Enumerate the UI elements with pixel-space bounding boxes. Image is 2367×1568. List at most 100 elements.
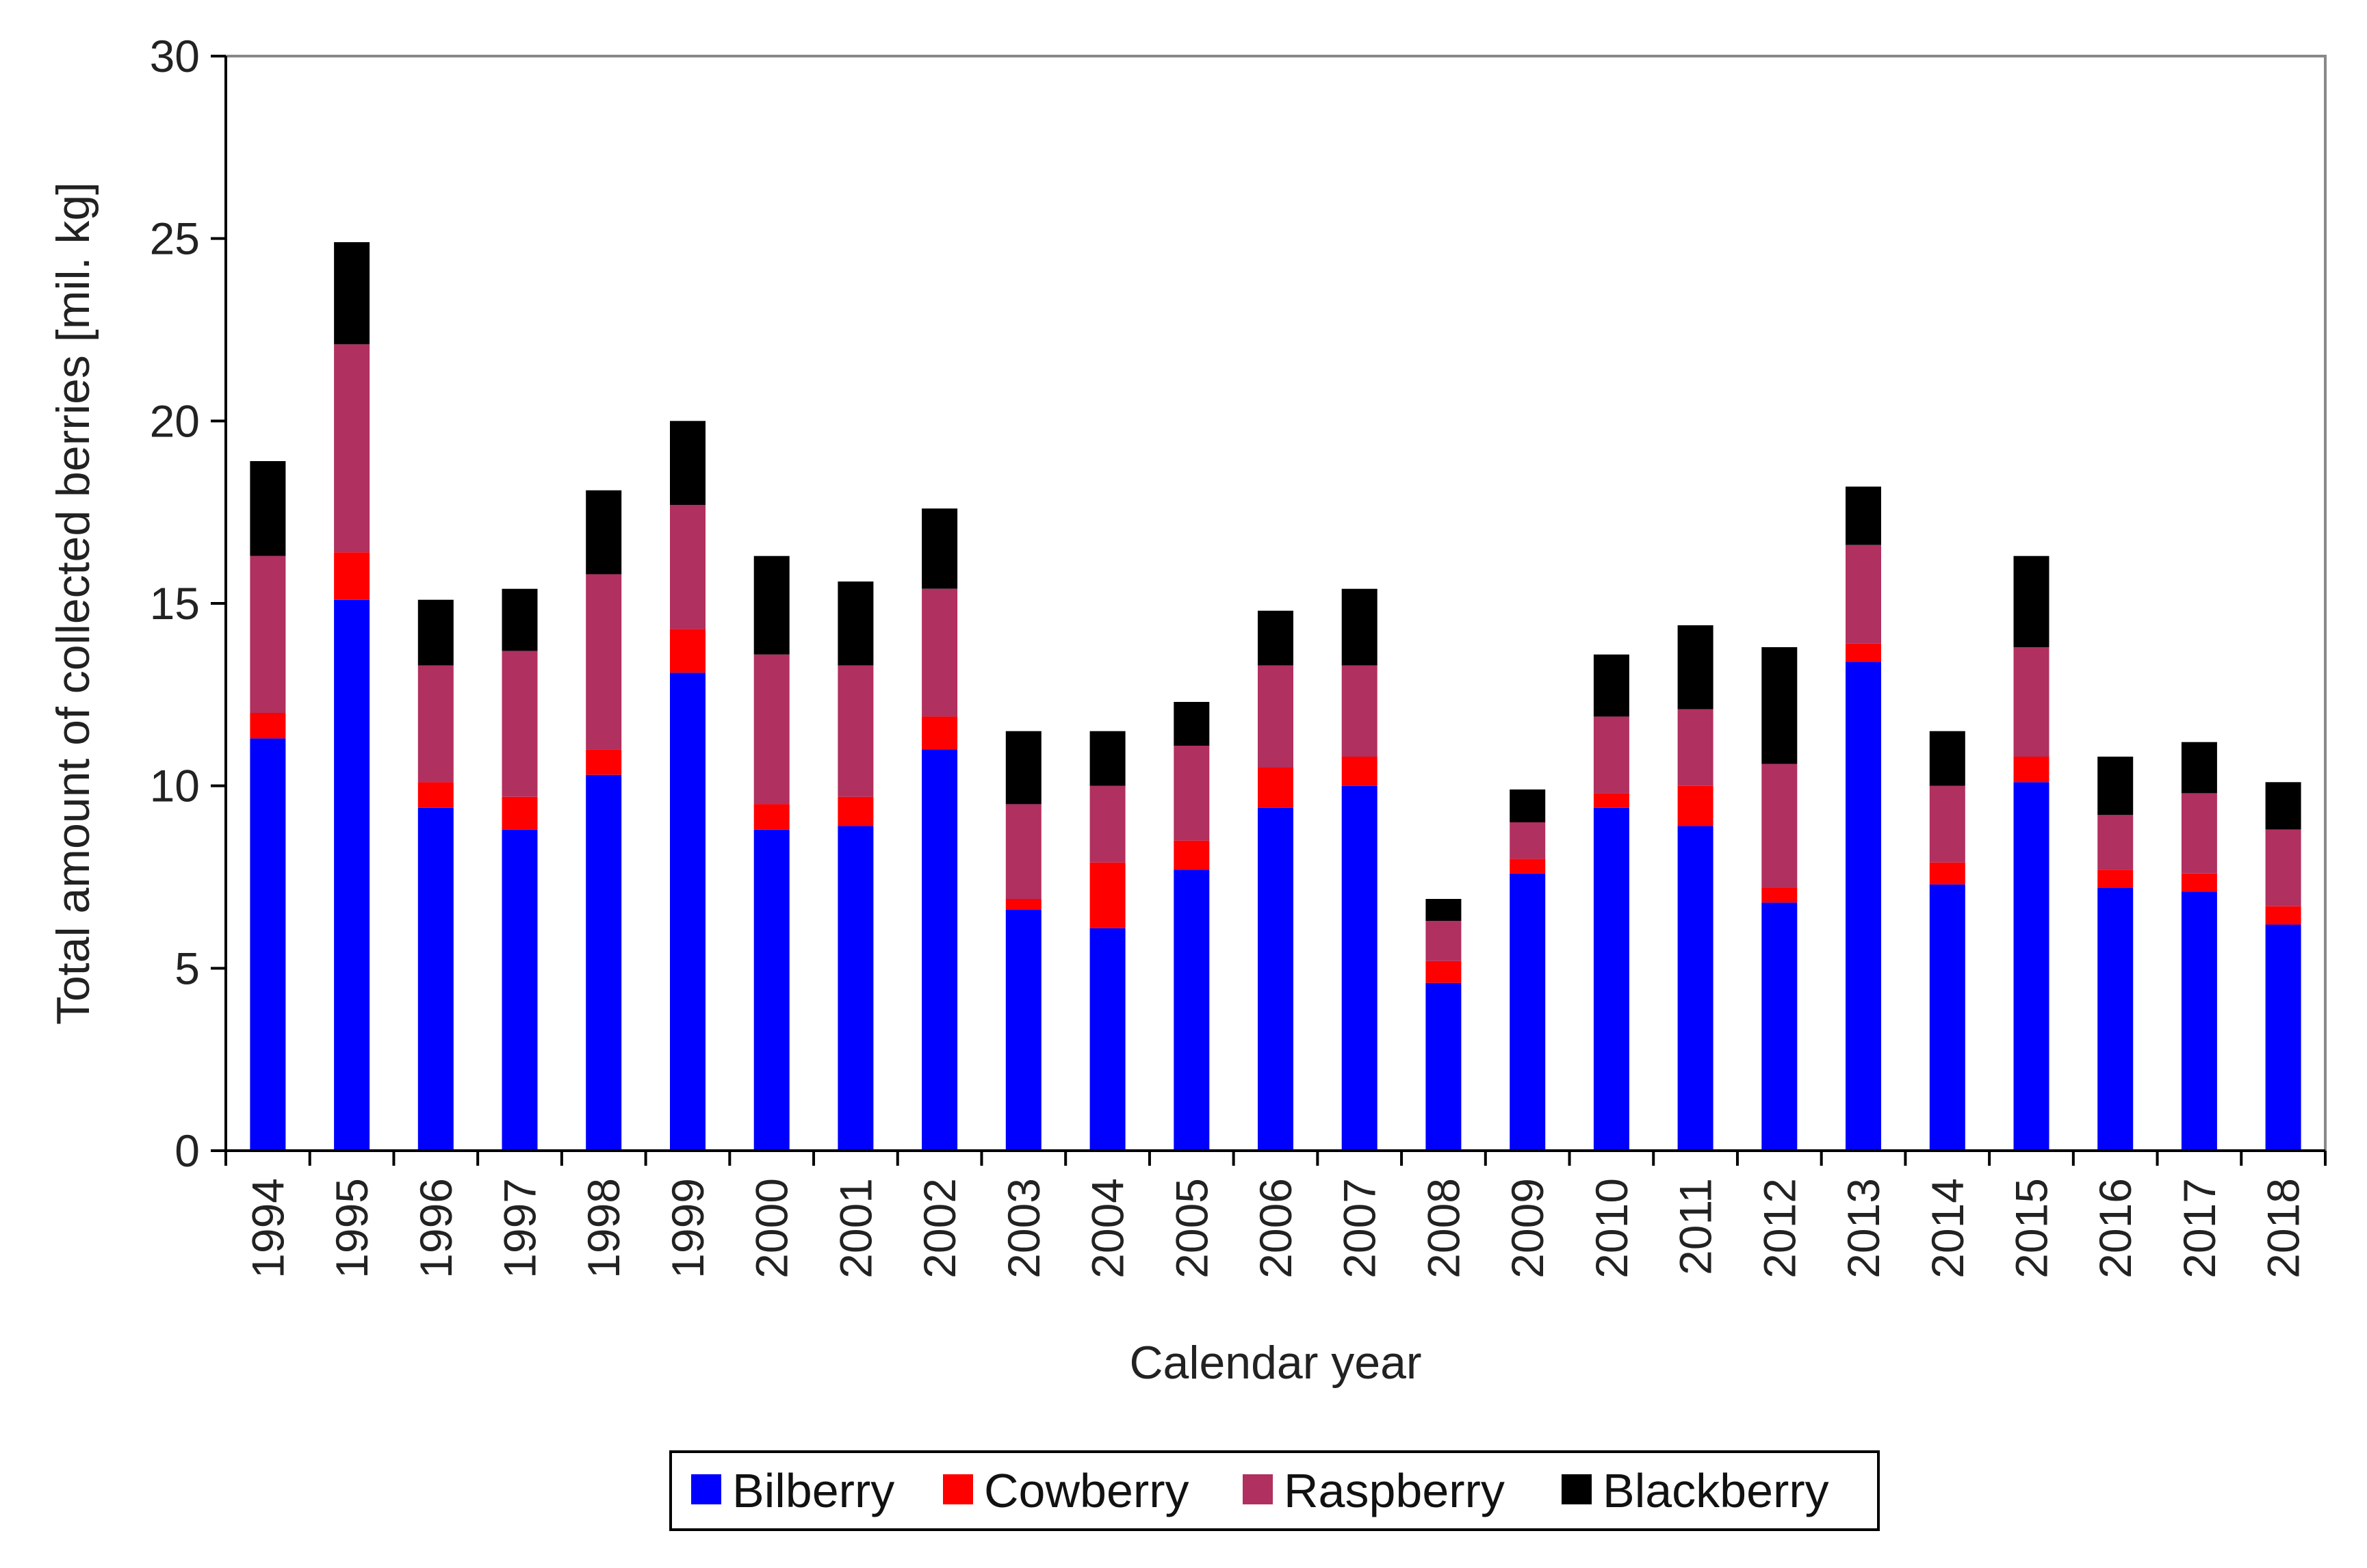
bar-cowberry-2017 (2181, 873, 2217, 892)
x-tick-label-2016: 2016 (2090, 1178, 2140, 1279)
bar-cowberry-1999 (670, 629, 706, 673)
bar-cowberry-2006 (1258, 768, 1293, 808)
bar-raspberry-2018 (2265, 829, 2301, 906)
x-tick-label-2017: 2017 (2174, 1178, 2225, 1279)
bar-cowberry-1996 (417, 782, 454, 808)
y-tick-label-30: 30 (150, 31, 200, 81)
x-tick-label-1996: 1996 (411, 1178, 461, 1279)
bar-raspberry-2013 (1846, 545, 1881, 644)
bar-blackberry-2006 (1258, 610, 1293, 666)
bar-bilberry-2007 (1341, 785, 1377, 1151)
x-tick-label-1998: 1998 (578, 1178, 629, 1279)
legend-label-blackberry: Blackberry (1603, 1464, 1829, 1517)
bar-raspberry-2000 (753, 654, 790, 805)
legend-frame (669, 1450, 1880, 1531)
x-tick-label-2014: 2014 (1922, 1178, 1973, 1279)
bar-blackberry-1996 (417, 599, 454, 666)
bar-blackberry-2015 (2013, 556, 2049, 647)
bar-blackberry-2002 (922, 508, 958, 589)
bar-cowberry-2013 (1846, 643, 1881, 662)
x-tick-label-2015: 2015 (2006, 1178, 2057, 1279)
bar-raspberry-2003 (1005, 804, 1042, 899)
bar-raspberry-2014 (1929, 785, 1965, 863)
bar-blackberry-1994 (250, 461, 286, 556)
bar-bilberry-2018 (2265, 924, 2301, 1151)
bar-raspberry-1995 (334, 344, 370, 553)
x-tick-label-2013: 2013 (1838, 1178, 1889, 1279)
bar-raspberry-2016 (2097, 815, 2134, 870)
bar-raspberry-2010 (1593, 716, 1629, 794)
y-tick-labels: 0 5 10 15 20 25 30 (150, 31, 200, 1176)
bar-cowberry-1994 (250, 713, 286, 739)
bar-blackberry-2009 (1510, 789, 1546, 822)
x-tick-label-2010: 2010 (1586, 1178, 1637, 1279)
bar-raspberry-2009 (1510, 822, 1546, 859)
bar-bilberry-2000 (753, 829, 790, 1151)
x-tick-label-2009: 2009 (1502, 1178, 1553, 1279)
bar-raspberry-2001 (838, 665, 874, 797)
x-tick-label-2000: 2000 (747, 1178, 797, 1279)
bar-bilberry-2001 (838, 826, 874, 1151)
bars-layer (250, 242, 2301, 1151)
bar-bilberry-2005 (1174, 870, 1210, 1151)
x-tick-label-1994: 1994 (242, 1178, 293, 1279)
bar-cowberry-2002 (922, 716, 958, 750)
bar-blackberry-2003 (1005, 731, 1042, 805)
x-tick-label-2011: 2011 (1670, 1178, 1721, 1275)
bar-raspberry-2012 (1761, 763, 1798, 888)
bar-raspberry-2007 (1341, 665, 1377, 757)
y-tick-label-0: 0 (174, 1125, 200, 1176)
bar-raspberry-1997 (502, 651, 538, 797)
y-tick-label-15: 15 (150, 578, 200, 629)
y-tick-label-10: 10 (150, 761, 200, 811)
y-tick-label-20: 20 (150, 395, 200, 446)
x-tick-label-1997: 1997 (495, 1178, 545, 1279)
bar-bilberry-2015 (2013, 782, 2049, 1151)
bar-raspberry-1999 (670, 505, 706, 629)
bar-raspberry-1996 (417, 665, 454, 783)
bar-blackberry-2016 (2097, 757, 2134, 815)
bar-bilberry-2014 (1929, 884, 1965, 1151)
bar-blackberry-1995 (334, 242, 370, 345)
bar-cowberry-2001 (838, 796, 874, 826)
bar-raspberry-2006 (1258, 665, 1293, 768)
legend-swatch-raspberry (1243, 1474, 1273, 1504)
bar-blackberry-2012 (1761, 647, 1798, 764)
bar-bilberry-1995 (334, 599, 370, 1151)
bar-cowberry-2007 (1341, 757, 1377, 786)
legend-label-cowberry: Cowberry (984, 1464, 1189, 1517)
bar-cowberry-2016 (2097, 870, 2134, 888)
bar-blackberry-2008 (1425, 899, 1462, 921)
bar-cowberry-2003 (1005, 899, 1042, 910)
legend-label-raspberry: Raspberry (1284, 1464, 1505, 1517)
bar-bilberry-1996 (417, 807, 454, 1151)
bar-bilberry-2011 (1677, 826, 1713, 1151)
bar-raspberry-1998 (586, 574, 622, 750)
bar-cowberry-1995 (334, 552, 370, 600)
bar-cowberry-2009 (1510, 859, 1546, 874)
x-tick-label-2002: 2002 (914, 1178, 965, 1279)
bar-bilberry-2002 (922, 749, 958, 1151)
bar-blackberry-1998 (586, 490, 622, 575)
bar-blackberry-2005 (1174, 702, 1210, 746)
bar-blackberry-2001 (838, 582, 874, 666)
x-tick-label-2005: 2005 (1166, 1178, 1217, 1279)
bar-bilberry-2016 (2097, 888, 2134, 1151)
bar-cowberry-2015 (2013, 757, 2049, 783)
legend-swatch-bilberry (691, 1474, 721, 1504)
bar-blackberry-2018 (2265, 782, 2301, 830)
bar-cowberry-2004 (1089, 862, 1126, 928)
bar-raspberry-2011 (1677, 709, 1713, 786)
bar-bilberry-2010 (1593, 807, 1629, 1151)
bar-blackberry-2011 (1677, 625, 1713, 709)
bar-cowberry-2012 (1761, 888, 1798, 903)
x-tick-label-2018: 2018 (2258, 1178, 2309, 1279)
x-tick-label-1995: 1995 (326, 1178, 377, 1279)
bar-bilberry-2006 (1258, 807, 1293, 1151)
bar-bilberry-2008 (1425, 982, 1462, 1151)
bar-cowberry-2011 (1677, 785, 1713, 826)
bar-raspberry-2017 (2181, 793, 2217, 874)
legend-swatch-cowberry (943, 1474, 973, 1504)
x-tick-labels: 1994 1995 1996 1997 1998 1999 2000 2001 2002 2003… (242, 1178, 2308, 1279)
